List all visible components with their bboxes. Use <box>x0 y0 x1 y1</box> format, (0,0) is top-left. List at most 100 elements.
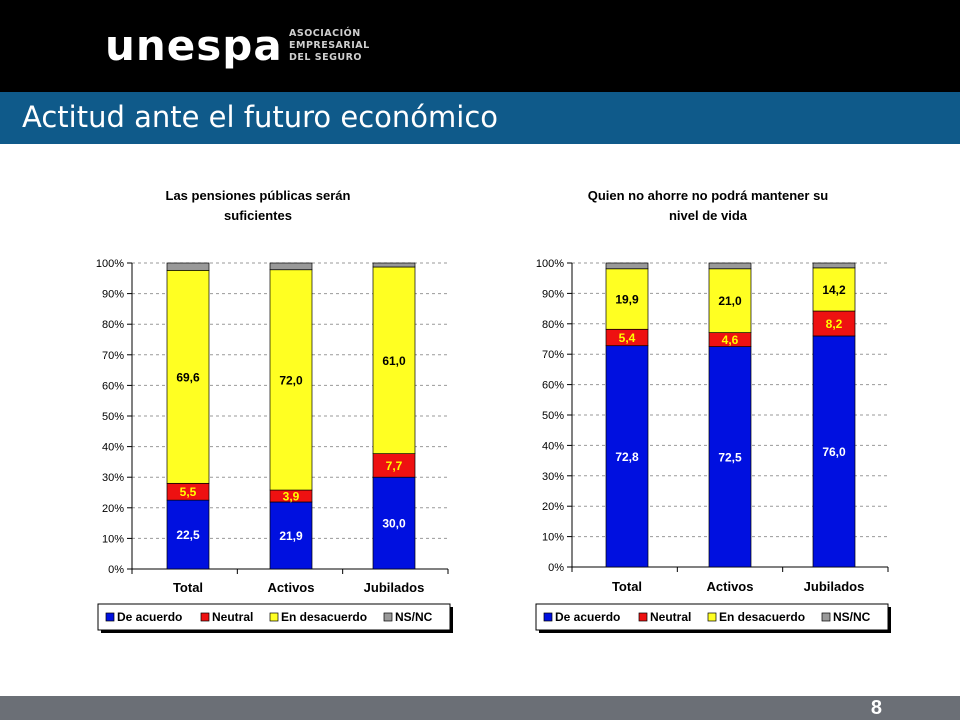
bar-segment-en-desacuerdo <box>708 268 752 333</box>
y-tick-label: 70% <box>102 350 124 362</box>
chart-title: suficientes <box>224 208 292 223</box>
x-category-label: Activos <box>268 580 315 595</box>
y-tick-label: 70% <box>542 349 564 361</box>
data-label: 22,5 <box>176 528 200 542</box>
legend-swatch <box>821 612 831 622</box>
data-label: 21,9 <box>279 529 303 543</box>
x-category-label: Total <box>173 580 203 595</box>
footer-bar: 8 <box>0 696 960 720</box>
y-tick-label: 90% <box>102 289 124 301</box>
bar-segment-de-acuerdo <box>708 346 752 568</box>
bar-segment-de-acuerdo <box>166 499 210 570</box>
legend-label: NS/NC <box>395 610 433 624</box>
bar-segment-ns-nc <box>372 262 416 268</box>
x-category-label: Jubilados <box>364 580 425 595</box>
logo-subtitle-line: ASOCIACIÓN <box>289 28 361 39</box>
y-tick-label: 40% <box>542 440 564 452</box>
bar-segment-ns-nc <box>708 262 752 270</box>
legend-label: Neutral <box>212 610 253 624</box>
y-tick-label: 60% <box>542 380 564 392</box>
bar-segment-ns-nc <box>812 262 856 269</box>
legend-label: NS/NC <box>833 610 871 624</box>
legend-swatch <box>707 612 717 622</box>
legend-swatch <box>543 612 553 622</box>
y-tick-label: 100% <box>96 258 124 270</box>
data-label: 7,7 <box>386 459 403 473</box>
bar-segment-ns-nc <box>605 262 649 270</box>
bar-segment-de-acuerdo <box>372 476 416 570</box>
data-label: 3,9 <box>283 490 300 504</box>
y-tick-label: 20% <box>102 503 124 515</box>
legend-label: Neutral <box>650 610 691 624</box>
legend-swatch <box>638 612 648 622</box>
data-label: 21,0 <box>718 294 742 308</box>
data-label: 5,5 <box>180 485 197 499</box>
bar-segment-en-desacuerdo <box>269 269 313 491</box>
legend-label: De acuerdo <box>117 610 182 624</box>
data-label: 69,6 <box>176 370 200 384</box>
data-label: 14,2 <box>822 283 846 297</box>
legend-label: En desacuerdo <box>281 610 367 624</box>
charts-canvas: Las pensiones públicas serán suficientes 0… <box>96 188 891 633</box>
x-category-label: Total <box>612 579 642 594</box>
data-label: 61,0 <box>382 354 406 368</box>
legend: De acuerdo Neutral En desacuerdo NS/NC <box>535 603 891 633</box>
data-label: 4,6 <box>722 333 739 347</box>
bar-segment-de-acuerdo <box>605 345 649 568</box>
data-label: 72,8 <box>615 450 639 464</box>
legend-swatch <box>200 612 210 622</box>
bar-segment-en-desacuerdo <box>605 268 649 330</box>
title-bar: Actitud ante el futuro económico <box>0 92 960 144</box>
bar-segment-en-desacuerdo <box>166 269 210 484</box>
y-tick-label: 40% <box>102 442 124 454</box>
bar-segment-ns-nc <box>166 262 210 271</box>
logo-subtitle-line: DEL SEGURO <box>289 52 362 63</box>
header-bar: unespa ASOCIACIÓN EMPRESARIAL DEL SEGURO <box>0 0 960 92</box>
data-label: 30,0 <box>382 517 406 531</box>
chart-title: Las pensiones públicas serán <box>166 188 351 203</box>
bar-segment-de-acuerdo <box>269 501 313 570</box>
y-tick-label: 90% <box>542 288 564 300</box>
data-label: 5,4 <box>619 331 636 345</box>
y-tick-label: 0% <box>548 562 564 574</box>
data-label: 76,0 <box>822 445 846 459</box>
page-number: 8 <box>870 697 882 719</box>
y-tick-label: 80% <box>542 319 564 331</box>
slide-title: Actitud ante el futuro económico <box>22 100 499 134</box>
legend-label: De acuerdo <box>555 610 620 624</box>
legend-swatch <box>383 612 393 622</box>
logo-subtitle: ASOCIACIÓN EMPRESARIAL DEL SEGURO <box>289 28 370 64</box>
legend: De acuerdo Neutral En desacuerdo NS/NC <box>97 603 453 633</box>
y-tick-label: 50% <box>102 411 124 423</box>
data-label: 8,2 <box>826 317 843 331</box>
y-tick-label: 30% <box>542 471 564 483</box>
chart-1: Las pensiones públicas serán suficientes 0… <box>96 188 453 633</box>
chart-title: Quien no ahorre no podrá mantener su <box>588 188 829 203</box>
y-tick-label: 20% <box>542 501 564 513</box>
y-tick-label: 0% <box>108 564 124 576</box>
logo-subtitle-line: EMPRESARIAL <box>289 40 370 51</box>
chart-2: Quien no ahorre no podrá mantener su nive… <box>535 188 891 633</box>
bar-segment-en-desacuerdo <box>812 267 856 312</box>
x-category-label: Activos <box>707 579 754 594</box>
legend-swatch <box>105 612 115 622</box>
data-label: 19,9 <box>615 293 639 307</box>
y-tick-label: 10% <box>542 532 564 544</box>
data-label: 72,5 <box>718 450 742 464</box>
y-tick-label: 60% <box>102 380 124 392</box>
bar-segment-en-desacuerdo <box>372 266 416 454</box>
data-label: 72,0 <box>279 373 303 387</box>
logo-wordmark: unespa <box>105 21 283 70</box>
legend-label: En desacuerdo <box>719 610 805 624</box>
y-tick-label: 80% <box>102 319 124 331</box>
bar-segment-neutral <box>812 310 856 337</box>
chart-title: nivel de vida <box>669 208 748 223</box>
legend-swatch <box>269 612 279 622</box>
y-tick-label: 10% <box>102 533 124 545</box>
y-tick-label: 100% <box>536 258 564 270</box>
x-category-label: Jubilados <box>804 579 865 594</box>
bar-segment-de-acuerdo <box>812 335 856 568</box>
y-tick-label: 50% <box>542 410 564 422</box>
y-tick-label: 30% <box>102 472 124 484</box>
bar-segment-ns-nc <box>269 262 313 271</box>
